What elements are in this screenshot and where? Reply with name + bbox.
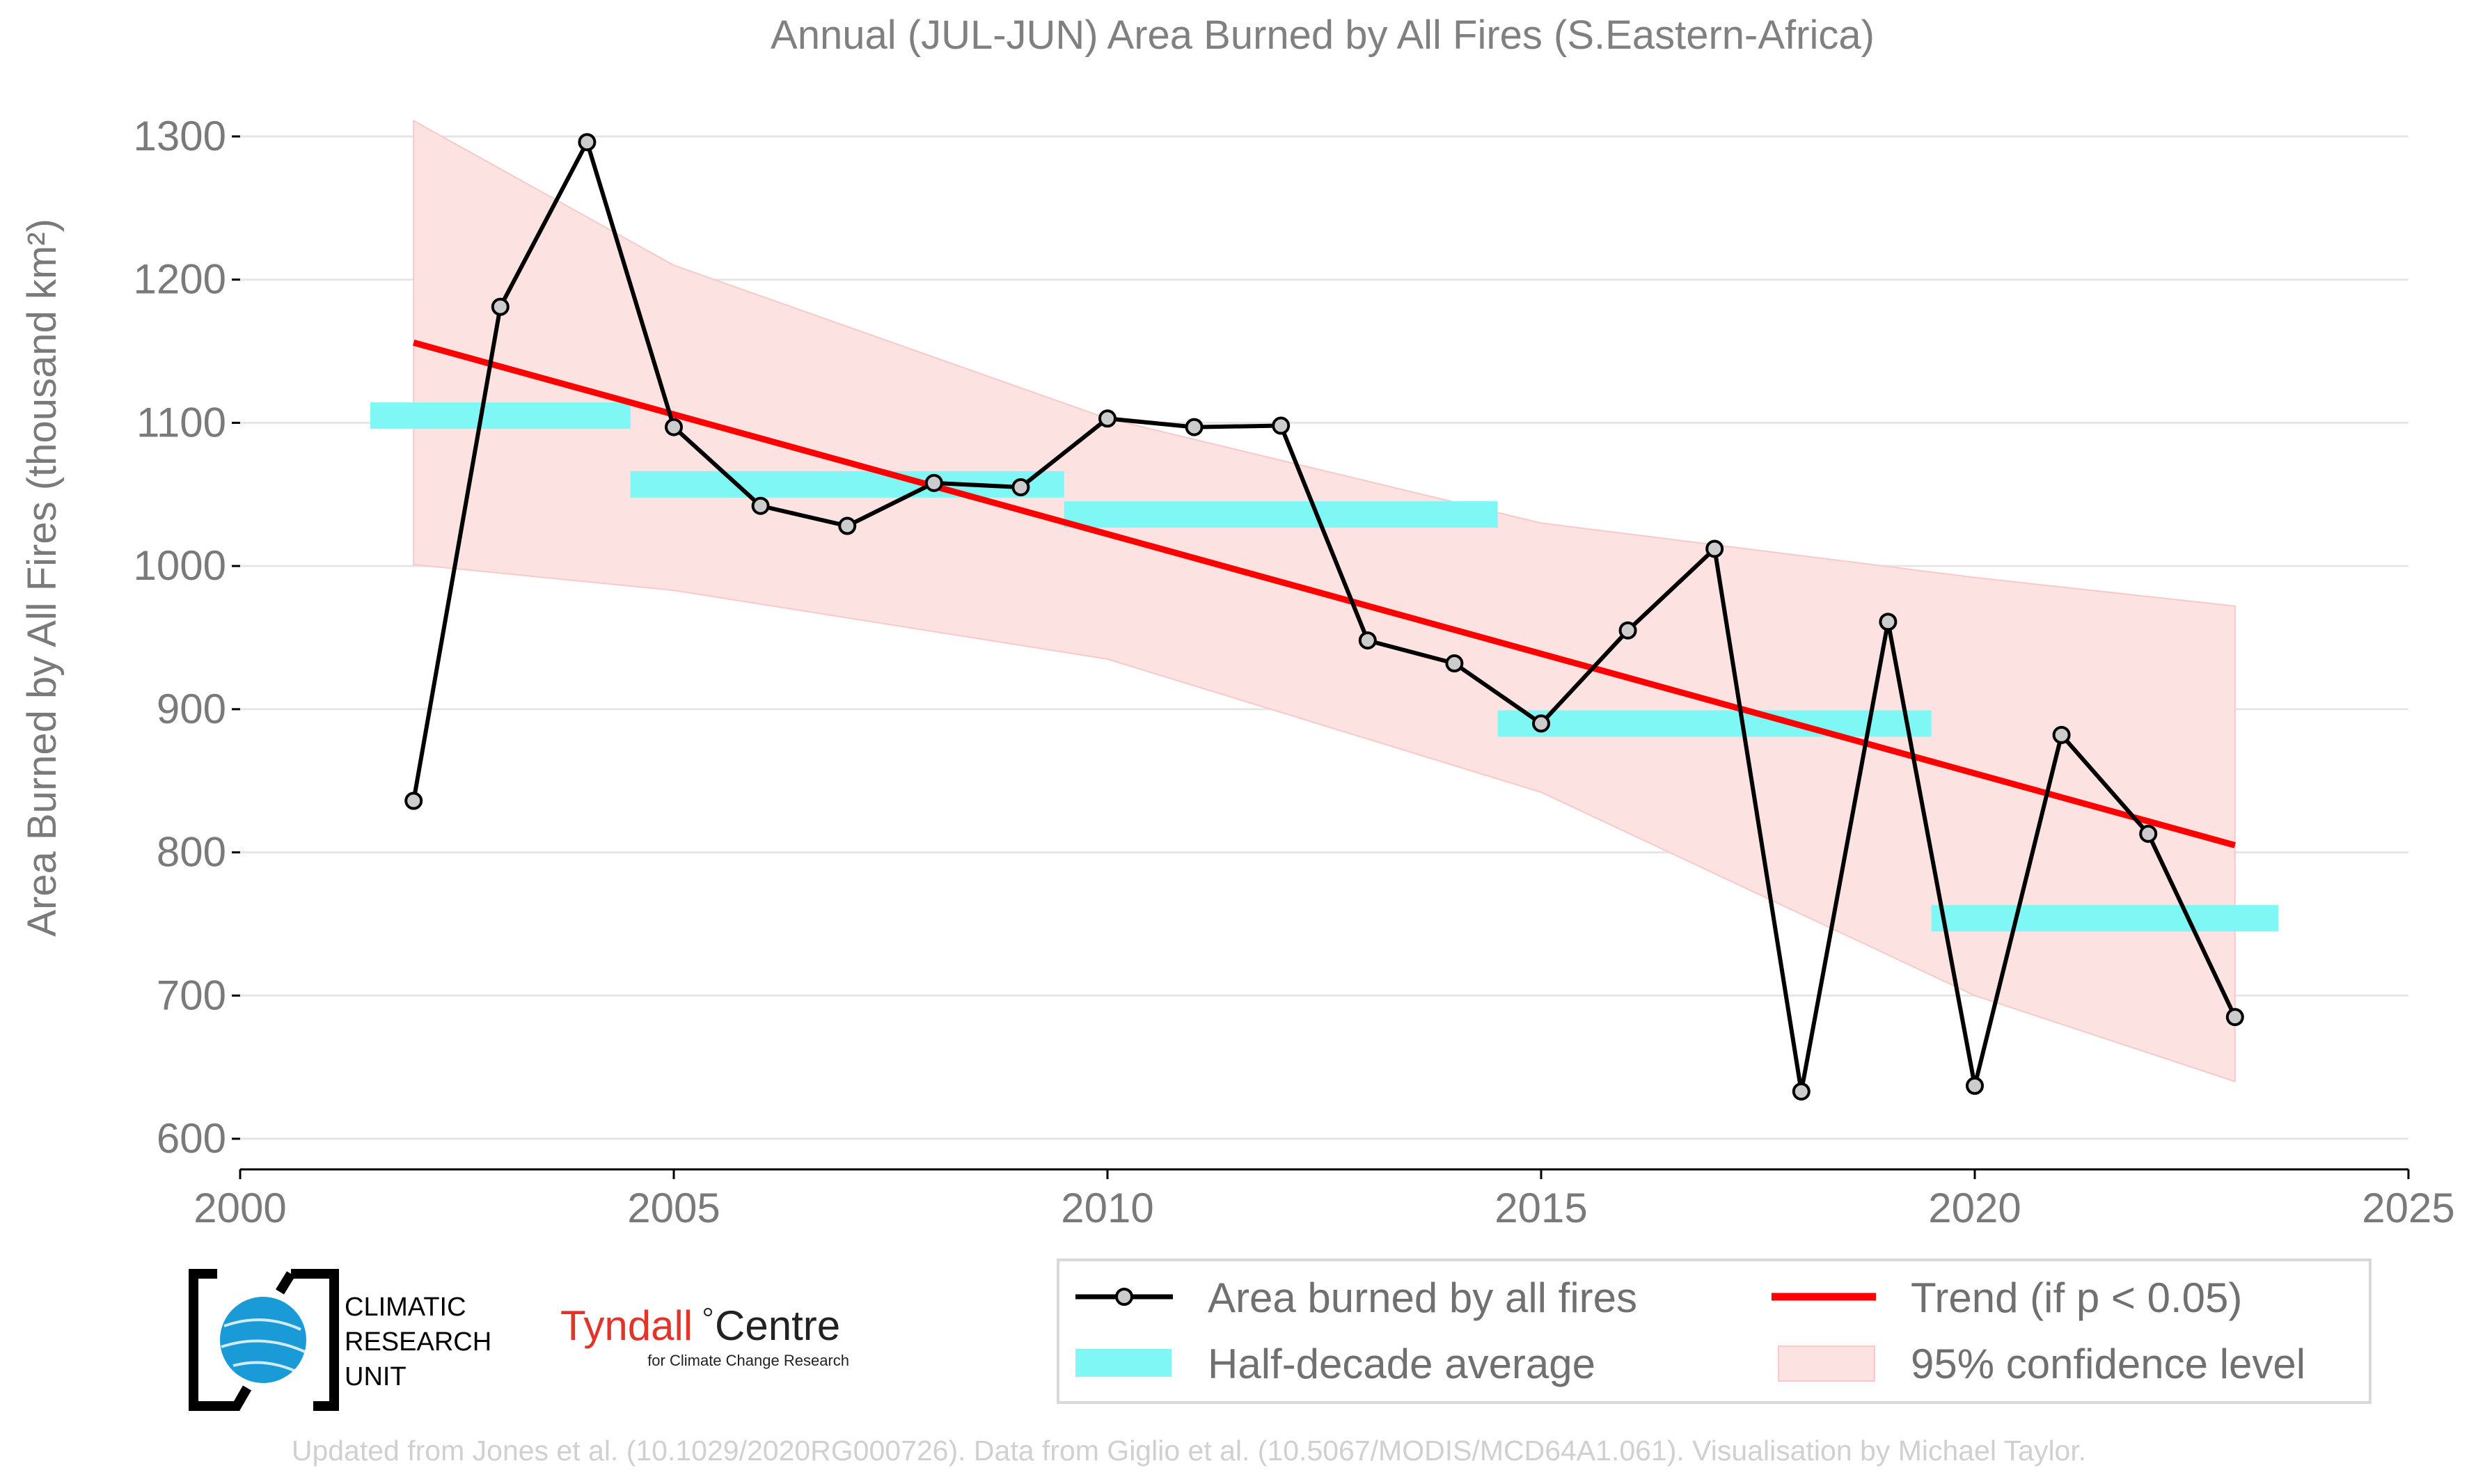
x-tick-label: 2015	[1494, 1185, 1587, 1231]
y-axis-label: Area Burned by All Fires (thousand km²)	[19, 219, 65, 937]
series-group	[404, 133, 2244, 1101]
tyndall-logo-centre: Centre	[715, 1302, 840, 1349]
x-tick-label: 2025	[2362, 1185, 2454, 1231]
y-tick-label: 1300	[134, 113, 226, 159]
legend-marker-swatch	[1115, 1288, 1133, 1306]
legend-entry-trend: Trend (if p < 0.05)	[1911, 1274, 2242, 1321]
legend-entry-area-burned: Area burned by all fires	[1208, 1274, 1637, 1321]
chart-title: Annual (JUL-JUN) Area Burned by All Fire…	[771, 13, 1875, 58]
cru-logo-line-1: CLIMATIC	[345, 1293, 466, 1322]
legend-confidence-swatch	[1778, 1345, 1875, 1382]
y-tick-label: 1000	[134, 542, 226, 589]
series-line	[411, 140, 2237, 1094]
data-point	[2052, 725, 2071, 744]
data-point	[2139, 824, 2158, 843]
data-point	[1011, 478, 1030, 496]
data-point	[924, 473, 943, 492]
trend-line-group	[413, 339, 2236, 848]
data-point	[1532, 714, 1550, 733]
y-tick-label: 700	[157, 972, 226, 1018]
legend-entry-half-decade: Half-decade average	[1208, 1341, 1595, 1387]
tyndall-logo-main: Tyndall	[560, 1302, 693, 1349]
data-point	[1879, 613, 1898, 631]
data-point	[404, 791, 423, 810]
legend-frame	[1057, 1258, 2372, 1404]
data-point	[1358, 631, 1377, 650]
half-decade-bar	[1064, 501, 1498, 528]
data-point	[2225, 1008, 2244, 1027]
data-point	[1792, 1082, 1811, 1101]
half-decade-bar	[370, 402, 631, 429]
data-point	[838, 516, 857, 535]
data-point	[1445, 654, 1464, 673]
tyndall-logo: Tyndall Centre for Climate Change Resear…	[560, 1302, 849, 1369]
y-tick-label: 1200	[134, 256, 226, 303]
half-decade-bar	[1497, 710, 1932, 737]
cru-logo: CLIMATIC RESEARCH UNIT	[189, 1269, 491, 1411]
data-point	[491, 297, 510, 316]
half-decade-bar	[1931, 905, 2279, 932]
data-point	[665, 418, 683, 436]
footer-credit: Updated from Jones et al. (10.1029/2020R…	[292, 1435, 2086, 1467]
legend-half-decade-swatch	[1075, 1349, 1172, 1377]
data-point	[1705, 539, 1724, 558]
y-tick-label: 900	[157, 686, 226, 732]
data-point	[1618, 621, 1637, 640]
y-tick-label: 1100	[136, 399, 226, 445]
legend: Area burned by all fires Trend (if p < 0…	[1057, 1258, 2372, 1404]
x-tick-label: 2000	[194, 1185, 286, 1231]
cru-logo-line-3: UNIT	[345, 1362, 407, 1391]
data-point	[1966, 1076, 1984, 1095]
y-tick-label: 800	[157, 829, 226, 876]
x-tick-label: 2005	[627, 1185, 720, 1231]
data-point	[1272, 416, 1291, 435]
axes: 600 700 800 900 1000 1100 1200 1300 2000 2005 2010…	[134, 113, 2455, 1231]
data-point	[1185, 418, 1204, 436]
x-tick-label: 2010	[1061, 1185, 1153, 1231]
data-point	[751, 496, 770, 515]
y-tick-label: 600	[157, 1115, 226, 1162]
tyndall-logo-sub: for Climate Change Research	[647, 1352, 849, 1369]
grid	[240, 135, 2408, 1140]
legend-entry-confidence: 95% confidence level	[1911, 1341, 2305, 1387]
data-point	[1098, 409, 1117, 428]
half-decade-bars	[370, 402, 2279, 932]
cru-logo-line-2: RESEARCH	[345, 1327, 491, 1357]
trend-line	[413, 339, 2236, 848]
x-tick-label: 2020	[1928, 1185, 2021, 1231]
degree-icon	[704, 1308, 712, 1316]
data-point	[578, 133, 597, 152]
